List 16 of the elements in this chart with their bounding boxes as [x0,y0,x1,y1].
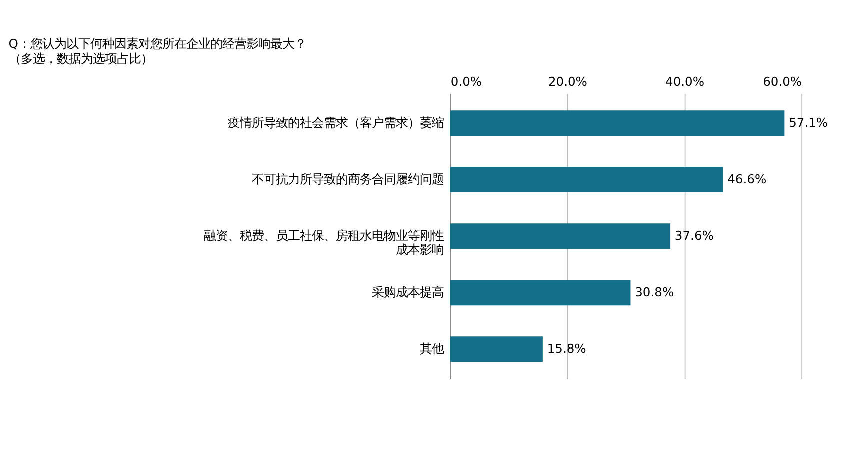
y-tick-label: 疫情所导致的社会需求（客户需求）萎缩 [228,116,444,130]
data-label: 37.6% [674,228,714,243]
x-tick-label: 60.0% [763,75,802,90]
x-tick-label: 20.0% [548,75,588,90]
data-label: 46.6% [728,172,767,186]
y-tick-label: 采购成本提高 [372,285,444,300]
x-tick-label: 0.0% [450,75,482,90]
x-tick-label: 40.0% [666,75,705,90]
y-tick-label: 其他 [420,342,444,356]
data-label: 30.8% [635,285,674,300]
data-label: 57.1% [789,116,828,130]
text: Q：您认为以下何种因素对您所在企业的经营影响最大？ [8,37,306,52]
y-tick-label: 融资、税费、员工社保、房租水电物业等刚性成本影响 [204,228,444,257]
text: （多选，数据为选项占比） [8,52,153,66]
data-label: 15.8% [547,342,586,356]
y-tick-label: 不可抗力所导致的商务合同履约问题 [252,172,444,186]
